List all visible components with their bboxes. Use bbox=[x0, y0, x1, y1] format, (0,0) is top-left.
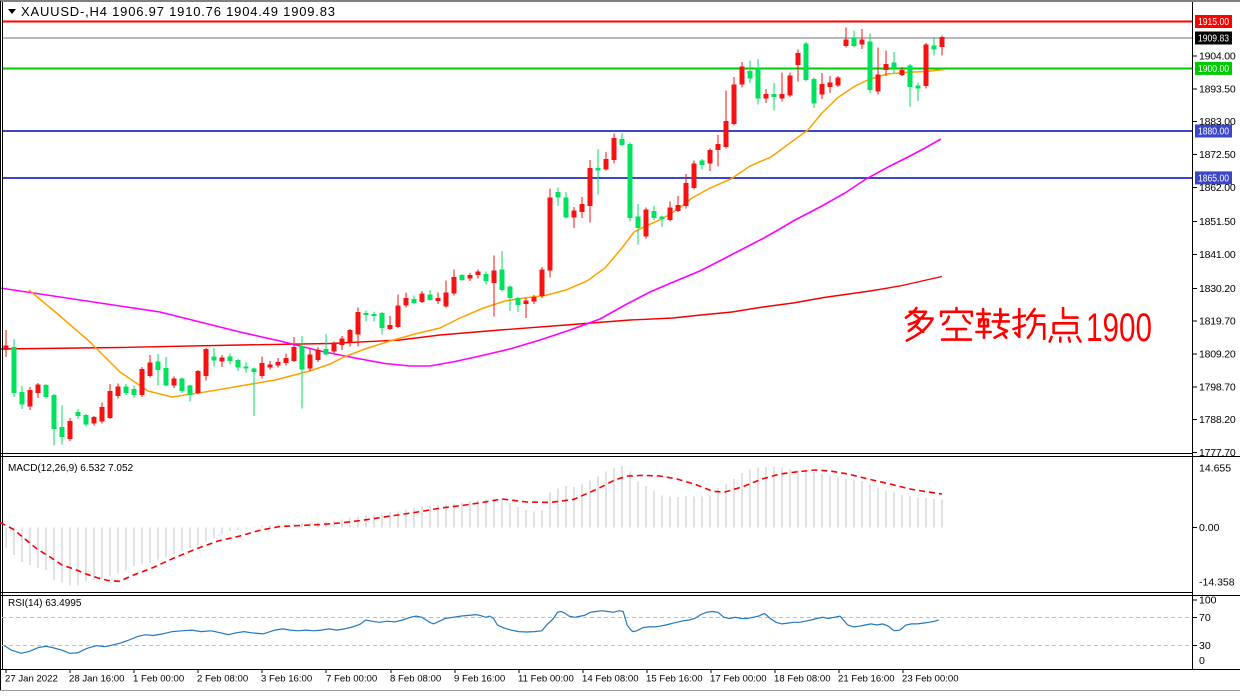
svg-text:7 Feb 00:00: 7 Feb 00:00 bbox=[326, 674, 377, 685]
svg-text:1798.70: 1798.70 bbox=[1199, 381, 1236, 393]
svg-text:2 Feb 08:00: 2 Feb 08:00 bbox=[197, 674, 248, 685]
svg-text:XAUUSD-,H4 1906.97 1910.76 19: XAUUSD-,H4 1906.97 1910.76 1904.49 1909.… bbox=[21, 4, 336, 19]
svg-text:21 Feb 16:00: 21 Feb 16:00 bbox=[838, 674, 895, 685]
svg-text:100: 100 bbox=[1199, 595, 1217, 607]
svg-text:18 Feb 08:00: 18 Feb 08:00 bbox=[774, 674, 831, 685]
svg-text:14.655: 14.655 bbox=[1199, 463, 1231, 475]
svg-text:1777.70: 1777.70 bbox=[1199, 447, 1236, 459]
svg-text:8 Feb 08:00: 8 Feb 08:00 bbox=[390, 674, 441, 685]
svg-text:1862.00: 1862.00 bbox=[1199, 182, 1236, 194]
svg-text:-14.358: -14.358 bbox=[1199, 577, 1235, 589]
svg-text:1851.50: 1851.50 bbox=[1199, 216, 1236, 228]
svg-text:1880.00: 1880.00 bbox=[1198, 126, 1229, 138]
svg-text:3 Feb 16:00: 3 Feb 16:00 bbox=[261, 674, 312, 685]
svg-text:1915.00: 1915.00 bbox=[1198, 16, 1229, 28]
svg-text:27 Jan 2022: 27 Jan 2022 bbox=[5, 674, 58, 685]
svg-text:1819.70: 1819.70 bbox=[1199, 316, 1236, 328]
svg-text:0.00: 0.00 bbox=[1199, 522, 1220, 534]
svg-text:15 Feb 16:00: 15 Feb 16:00 bbox=[646, 674, 703, 685]
svg-text:70: 70 bbox=[1199, 612, 1211, 624]
svg-text:1830.20: 1830.20 bbox=[1199, 283, 1236, 295]
svg-text:1900: 1900 bbox=[1086, 306, 1152, 350]
svg-text:14 Feb 08:00: 14 Feb 08:00 bbox=[582, 674, 639, 685]
svg-text:1900.00: 1900.00 bbox=[1198, 63, 1229, 75]
svg-text:0: 0 bbox=[1199, 655, 1205, 667]
svg-text:RSI(14) 63.4995: RSI(14) 63.4995 bbox=[8, 598, 82, 609]
svg-text:1865.00: 1865.00 bbox=[1198, 172, 1229, 184]
svg-text:1788.20: 1788.20 bbox=[1199, 414, 1236, 426]
svg-text:17 Feb 00:00: 17 Feb 00:00 bbox=[710, 674, 767, 685]
svg-text:23 Feb 00:00: 23 Feb 00:00 bbox=[902, 674, 959, 685]
svg-text:1883.00: 1883.00 bbox=[1199, 116, 1236, 128]
svg-text:1893.50: 1893.50 bbox=[1199, 83, 1236, 95]
svg-text:9 Feb 16:00: 9 Feb 16:00 bbox=[454, 674, 505, 685]
svg-text:1809.20: 1809.20 bbox=[1199, 348, 1236, 360]
svg-text:11 Feb 00:00: 11 Feb 00:00 bbox=[518, 674, 574, 685]
svg-text:1909.83: 1909.83 bbox=[1198, 33, 1229, 45]
svg-text:28 Jan 16:00: 28 Jan 16:00 bbox=[69, 674, 124, 685]
svg-text:1 Feb 00:00: 1 Feb 00:00 bbox=[133, 674, 184, 685]
svg-text:1841.00: 1841.00 bbox=[1199, 249, 1236, 261]
svg-text:30: 30 bbox=[1199, 640, 1211, 652]
svg-text:MACD(12,26,9) 6.532 7.052: MACD(12,26,9) 6.532 7.052 bbox=[8, 463, 134, 474]
svg-text:1904.00: 1904.00 bbox=[1199, 50, 1236, 62]
svg-text:1872.50: 1872.50 bbox=[1199, 149, 1236, 161]
